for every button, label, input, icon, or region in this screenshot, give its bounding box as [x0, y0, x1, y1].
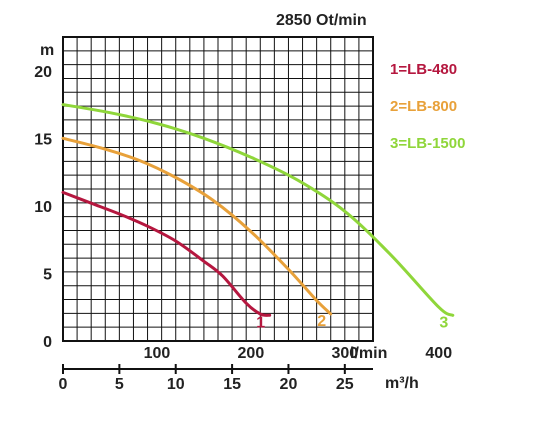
x-tick-label-lpm: 200: [238, 345, 265, 362]
x-tick-label-m3h: 10: [167, 376, 185, 393]
x-tick-label-m3h: 25: [336, 376, 354, 393]
legend: 1=LB-480 2=LB-800 3=LB-1500: [390, 61, 465, 152]
x-tick-label-m3h: 0: [59, 376, 68, 393]
y-tick-label: 5: [43, 266, 52, 283]
x-tick-label-m3h: 20: [280, 376, 298, 393]
series-group: 1 2 3: [61, 103, 455, 331]
series-line-1: [61, 190, 272, 317]
series-end-label: 2: [317, 313, 326, 330]
plot-frame: [62, 36, 374, 342]
x-tick-label-lpm: 100: [144, 345, 171, 362]
x-tick-label-lpm: 300: [331, 345, 358, 362]
series-end-label: 3: [439, 314, 448, 331]
x-axis-m3h-tick-labels: 0 5 10 15 20 25: [59, 364, 354, 393]
chart-title: 2850 Ot/min: [276, 12, 367, 29]
x-tick-label-m3h: 5: [115, 376, 124, 393]
y-axis-label: m: [40, 42, 54, 59]
x-axis-m3h-unit: m³/h: [385, 375, 419, 392]
y-tick-label: 20: [34, 64, 52, 81]
series-line-3: [61, 103, 455, 317]
x-tick-label-m3h: 15: [223, 376, 241, 393]
y-tick-label: 10: [34, 199, 52, 216]
x-axis-lpm-unit: l/min: [350, 345, 387, 362]
legend-entry: 3=LB-1500: [390, 135, 465, 152]
legend-entry: 1=LB-480: [390, 61, 457, 78]
x-tick-label-lpm: 400: [425, 345, 452, 362]
y-tick-label: 15: [34, 131, 52, 148]
x-axis-lpm-tick-labels: 100 200 300 400: [144, 345, 453, 362]
y-tick-label: 0: [43, 334, 52, 351]
series-line-2: [61, 136, 333, 316]
chart-grid: [63, 37, 373, 341]
series-end-label: 1: [256, 314, 265, 331]
y-axis-tick-labels: 0 5 10 15 20: [34, 64, 52, 351]
legend-entry: 2=LB-800: [390, 98, 457, 115]
